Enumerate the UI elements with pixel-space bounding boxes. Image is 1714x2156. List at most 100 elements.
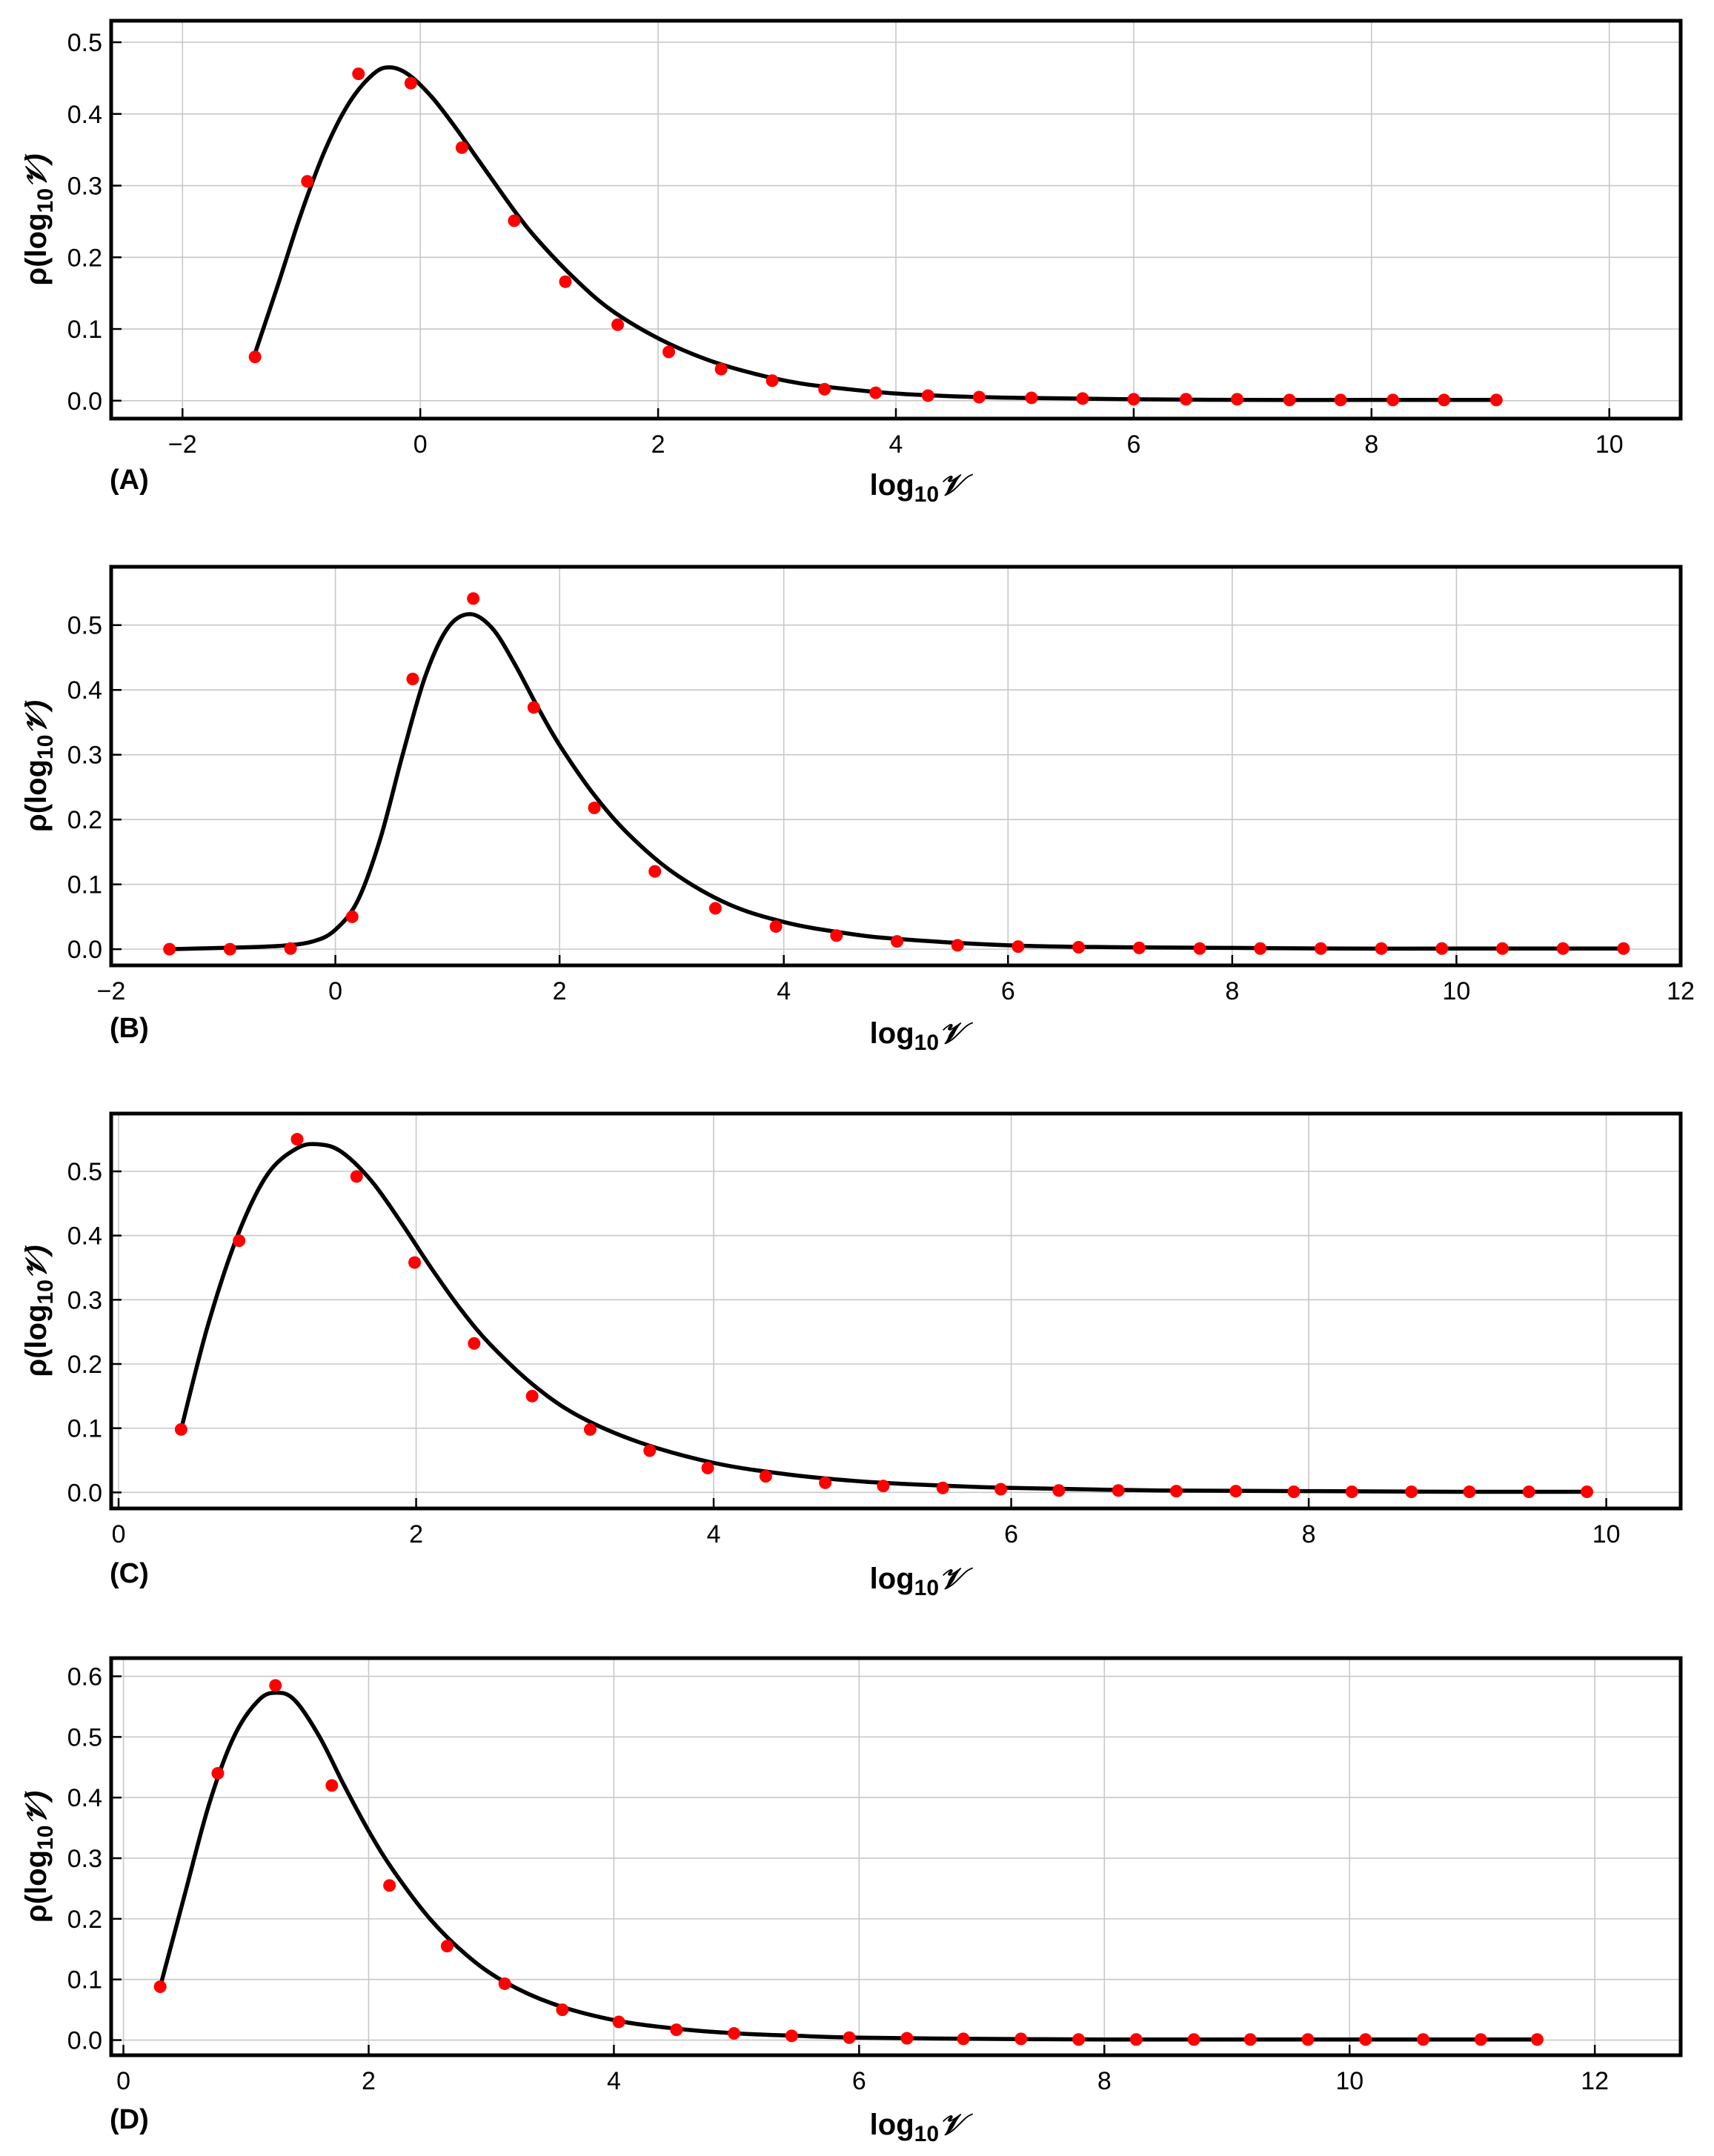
y-tick-label: 0.5 <box>67 29 102 57</box>
plot-area <box>111 1658 1681 2055</box>
data-point <box>498 1977 511 1990</box>
x-axis-title-sub: 10 <box>914 482 939 507</box>
panel-label: (A) <box>110 465 149 496</box>
data-point <box>1375 942 1388 955</box>
data-point <box>1072 2033 1086 2046</box>
data-point <box>248 350 262 364</box>
data-point <box>174 1423 187 1436</box>
data-point <box>467 592 480 605</box>
data-point <box>662 345 676 359</box>
fit-curve <box>251 65 1497 402</box>
y-tick-label: 0.2 <box>67 1906 102 1934</box>
data-point <box>957 2032 970 2046</box>
x-tick-label: 0 <box>413 430 428 459</box>
y-axis-title: ρ(log10𝒱) <box>20 153 58 285</box>
data-point <box>1025 391 1038 405</box>
x-axis-title: log10𝒱 <box>870 2109 973 2146</box>
data-point <box>1405 1485 1418 1498</box>
data-point <box>325 1779 339 1792</box>
data-point <box>1229 1485 1243 1498</box>
chart-panel-b: −2 0 2 4 6 8 10 120.00.10.20.30.40.5ρ(log10𝒱)lo… <box>20 565 1695 1055</box>
data-point <box>936 1481 949 1494</box>
data-point <box>350 1170 363 1183</box>
y-tick-label: 0.3 <box>67 742 102 770</box>
x-tick-label: 6 <box>852 2067 866 2095</box>
y-axis-title-sub: 10 <box>33 188 58 213</box>
data-point <box>1169 1485 1183 1498</box>
x-axis-title-sub: 10 <box>914 1031 939 1055</box>
data-point <box>163 942 176 956</box>
data-point <box>1072 941 1086 954</box>
y-tick-label: 0.1 <box>67 1966 102 1994</box>
y-axis-title-sym: 𝒱) <box>20 700 53 735</box>
data-point <box>1301 2033 1315 2046</box>
fit-curve <box>179 1142 1587 1494</box>
x-tick-label: 0 <box>116 2067 130 2095</box>
y-tick-label: 0.0 <box>67 2027 102 2055</box>
x-tick-label: 2 <box>409 1520 423 1548</box>
data-point <box>1556 942 1569 955</box>
data-point <box>1052 1484 1066 1497</box>
data-point <box>269 1679 282 1692</box>
data-point <box>301 175 314 188</box>
data-point <box>1463 1485 1476 1498</box>
x-axis-title-sym: 𝒱 <box>939 2109 973 2141</box>
x-tick-label: 8 <box>1302 1520 1316 1548</box>
data-point <box>900 2032 914 2045</box>
y-tick-label: 0.0 <box>67 387 102 416</box>
y-tick-label: 0.2 <box>67 244 102 272</box>
x-tick-label: 6 <box>1004 1520 1018 1548</box>
chart-panel-d: 0 2 4 6 8 10 120.00.10.20.30.40.50.6ρ(log10𝒱)l… <box>20 1656 1683 2146</box>
x-axis-title-main: log <box>870 2109 914 2141</box>
data-point <box>1581 1485 1594 1498</box>
y-axis-title-sym: 𝒱) <box>20 1791 53 1826</box>
data-point <box>701 1461 714 1474</box>
x-tick-label: 10 <box>1335 2067 1363 2095</box>
y-axis-title-sub: 10 <box>33 735 58 759</box>
y-tick-label: 0.3 <box>67 1845 102 1873</box>
data-point <box>1012 940 1025 954</box>
y-tick-label: 0.2 <box>67 1351 102 1379</box>
data-point <box>404 76 417 90</box>
data-point <box>769 920 783 934</box>
x-tick-label: 12 <box>1667 977 1695 1005</box>
panel-label: (D) <box>110 2104 149 2135</box>
data-point <box>612 2015 625 2029</box>
x-tick-label: 6 <box>1001 977 1015 1005</box>
data-point <box>284 942 297 955</box>
data-point <box>345 910 359 923</box>
y-axis-title-main: ρ(log <box>20 1304 53 1377</box>
data-point <box>759 1470 772 1483</box>
x-tick-label: 2 <box>651 430 665 459</box>
data-point <box>1530 2033 1544 2046</box>
x-tick-label: 0 <box>328 977 342 1005</box>
data-point <box>994 1483 1008 1496</box>
data-point <box>648 865 662 878</box>
x-axis-title-sym: 𝒱 <box>939 1563 973 1595</box>
data-point <box>708 902 722 915</box>
y-tick-label: 0.3 <box>67 173 102 201</box>
data-point <box>1489 393 1503 407</box>
data-point <box>290 1133 304 1146</box>
x-tick-label: 12 <box>1581 2067 1609 2095</box>
x-tick-label: 8 <box>1097 2067 1112 2095</box>
data-point <box>819 1476 832 1489</box>
data-point <box>714 362 728 376</box>
x-tick-label: −2 <box>97 977 126 1005</box>
x-axis-title-sub: 10 <box>914 2122 939 2146</box>
chart-panel-a: −2 0 2 4 6 8 100.00.10.20.30.40.5ρ(log10𝒱)log1… <box>20 19 1683 507</box>
y-tick-label: 0.1 <box>67 1415 102 1443</box>
y-axis-title-sym: 𝒱) <box>20 153 53 188</box>
data-point <box>1014 2032 1028 2046</box>
plot-area <box>111 567 1681 965</box>
data-point <box>455 141 468 154</box>
data-point <box>951 939 964 952</box>
x-tick-label: 8 <box>1225 977 1239 1005</box>
data-point <box>830 929 843 942</box>
x-tick-label: 0 <box>112 1520 126 1548</box>
chart-panel-c: 0 2 4 6 8 100.00.10.20.30.40.5ρ(log10𝒱)log10𝒱… <box>20 1111 1683 1600</box>
plot-frame <box>109 19 1683 421</box>
data-point <box>785 2029 798 2043</box>
data-point <box>211 1766 225 1780</box>
